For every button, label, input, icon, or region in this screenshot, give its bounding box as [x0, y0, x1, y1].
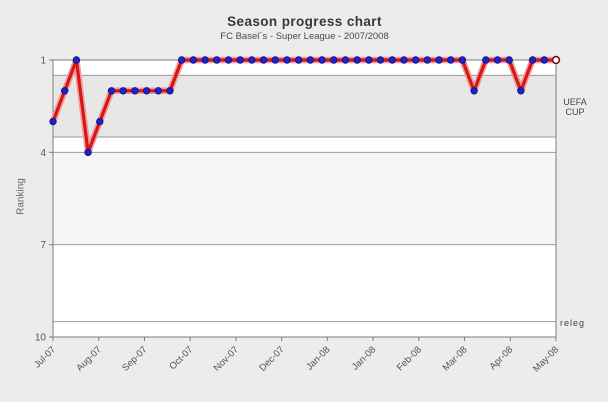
data-point-marker — [96, 117, 104, 126]
y-tick-label: 4 — [40, 148, 46, 159]
data-point-marker — [213, 56, 221, 64]
data-point-marker — [236, 56, 244, 64]
data-point-marker — [259, 56, 268, 64]
data-point-marker — [294, 56, 303, 64]
zone-band-0 — [53, 75, 556, 137]
data-point-marker — [248, 56, 256, 64]
data-point-marker — [482, 56, 490, 64]
data-point-marker — [224, 56, 233, 64]
data-point-marker — [318, 56, 326, 64]
data-point-marker — [107, 87, 116, 95]
data-point-marker — [458, 56, 467, 64]
data-point-marker — [177, 56, 186, 64]
data-point-marker — [365, 56, 373, 64]
x-tick-label: Jan-08 — [304, 344, 332, 372]
zone-band-2 — [53, 321, 556, 337]
data-point-marker — [470, 87, 478, 95]
data-point-marker — [517, 87, 525, 95]
data-point-marker — [388, 56, 396, 64]
data-point-marker — [306, 56, 315, 64]
data-point-marker — [400, 56, 408, 64]
y-tick-label: 7 — [40, 240, 46, 251]
x-tick-label: Aug-07 — [74, 344, 103, 373]
data-point-marker — [353, 56, 361, 64]
x-tick-label: Oct-07 — [167, 344, 195, 372]
uefa-cup-zone-label: UEFA CUP — [558, 97, 592, 117]
data-point-marker — [189, 56, 198, 64]
x-tick-label: Feb-08 — [395, 344, 424, 373]
data-point-marker — [493, 56, 502, 64]
data-point-marker — [271, 56, 279, 64]
data-point-marker — [72, 56, 81, 64]
y-tick-label: 10 — [35, 333, 47, 344]
x-tick-label: Dec-07 — [257, 344, 286, 373]
data-point-marker — [447, 56, 455, 64]
current-point-marker — [551, 55, 561, 65]
data-point-marker — [131, 87, 139, 95]
data-point-marker — [423, 56, 432, 64]
data-point-marker — [376, 56, 385, 64]
data-point-marker — [84, 148, 92, 157]
data-point-marker — [60, 87, 69, 95]
x-tick-label: Apr-08 — [487, 344, 515, 372]
data-point-marker — [119, 87, 127, 95]
data-point-marker — [435, 56, 443, 64]
data-point-marker — [341, 56, 350, 64]
data-point-marker — [540, 56, 549, 64]
data-point-marker — [330, 56, 338, 64]
data-point-marker — [505, 56, 513, 64]
data-point-marker — [142, 87, 151, 95]
data-point-marker — [528, 56, 537, 64]
data-point-marker — [283, 56, 291, 64]
data-point-marker — [49, 117, 57, 126]
data-point-marker — [154, 87, 162, 95]
x-tick-label: Jul-07 — [32, 344, 58, 370]
x-tick-label: May-08 — [531, 344, 561, 374]
zone-band-1 — [53, 152, 556, 245]
x-tick-label: Jan-08 — [350, 344, 378, 372]
x-tick-label: Mar-08 — [441, 344, 470, 373]
data-point-marker — [166, 87, 174, 95]
chart-title: Season progress chart — [227, 14, 382, 29]
data-point-marker — [201, 56, 209, 64]
chart-subtitle: FC Basel´s - Super League - 2007/2008 — [220, 31, 389, 42]
x-tick-label: Sep-07 — [120, 344, 149, 373]
relegation-zone-label: releg — [560, 318, 586, 328]
y-tick-label: 1 — [40, 56, 46, 67]
x-tick-label: Nov-07 — [212, 344, 241, 373]
data-point-marker — [411, 56, 420, 64]
uefa-cup-zone-label-line2: CUP — [565, 107, 585, 117]
uefa-cup-zone-label-line1: UEFA — [563, 97, 587, 107]
